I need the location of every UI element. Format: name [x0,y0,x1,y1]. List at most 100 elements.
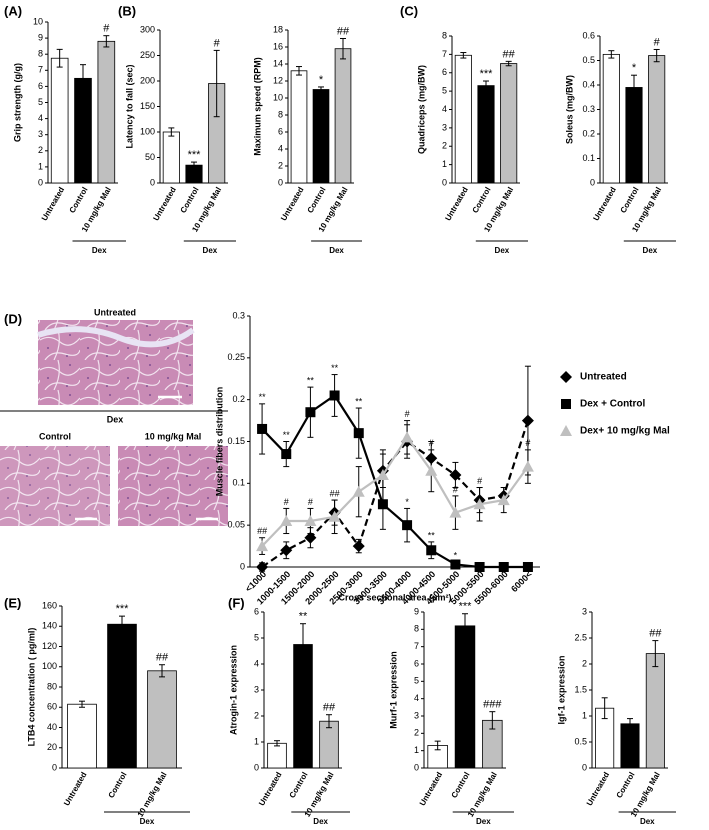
panel-label: (F) [228,595,245,610]
bar [147,670,177,769]
bar [290,70,308,184]
marker [280,544,293,557]
marker [402,520,413,531]
y-tick-label: 10 [273,92,283,102]
bar [648,55,666,184]
x-tick-label: Control [615,771,637,800]
legend-marker [560,371,572,383]
y-axis-label: Murf-1 expression [388,651,398,729]
significance: *** [459,601,473,613]
y-tick-label: 2 [38,145,43,155]
panel-label: (A) [4,3,22,18]
y-tick-label: 3 [582,606,587,616]
y-tick-label: 6 [254,606,259,616]
y-tick-label: 9 [38,32,43,42]
significance: # [429,438,434,448]
marker [425,464,438,476]
bar [267,742,287,769]
marker [281,449,292,460]
y-tick-label: 1.5 [574,684,587,694]
y-tick-label: 0.4 [582,79,595,89]
y-tick-label: 20 [47,742,57,752]
significance: ** [331,363,339,373]
y-tick-label: 1 [38,161,43,171]
bar [454,625,476,769]
y-tick-label: 0 [582,762,587,772]
bar [107,623,137,769]
significance: ### [483,699,502,711]
y-tick-label: 2 [254,710,259,720]
x-axis-label: Cross sectional area (μm²) [338,592,451,602]
y-tick-label: 1 [442,159,447,169]
y-tick-label: 6 [414,658,419,668]
marker [328,510,341,522]
y-tick-label: 160 [42,600,57,610]
significance: ** [307,375,315,385]
y-tick-label: 80 [47,681,57,691]
y-tick-label: 120 [42,641,57,651]
marker [426,545,437,556]
y-tick-label: 7 [414,641,419,651]
group-label: Dex [476,817,491,826]
y-tick-label: 50 [145,152,155,162]
legend-label: Untreated [580,372,627,383]
marker [497,494,510,506]
panel-label: (E) [4,595,21,610]
y-tick-label: 1 [414,745,419,755]
micrograph-label: Untreated [94,307,136,317]
significance: # [284,497,289,507]
group-label: Dex [640,817,655,826]
x-tick-label: 10 mg/kg Mal [136,771,169,819]
bar [500,63,518,184]
y-axis-label: Latency to fall (sec) [124,64,134,148]
y-axis-label: Grip strength (g/g) [12,63,22,142]
group-label: Dex [495,246,510,255]
marker [256,561,269,573]
micrograph-mal [118,446,228,526]
y-tick-label: 0 [150,177,155,187]
y-tick-label: 4 [254,658,259,668]
y-tick-label: 0 [240,561,245,571]
y-tick-label: 0.1 [232,478,245,488]
y-tick-label: 5 [442,86,447,96]
y-tick-label: 3 [414,710,419,720]
legend-label: Dex+ 10 mg/kg Mal [580,426,670,437]
y-tick-label: 9 [414,606,419,616]
x-tick-label: Untreated [585,770,612,807]
y-tick-label: 300 [140,24,155,34]
y-tick-label: 0.6 [582,30,595,40]
y-tick-label: 2 [278,160,283,170]
marker [449,468,462,481]
group-label: Dex [313,817,328,826]
x-tick-label: Control [179,186,201,215]
significance: ## [257,526,267,536]
y-tick-label: 6 [278,126,283,136]
bar [334,48,352,184]
y-tick-label: 0.3 [582,104,595,114]
x-tick-label: Control [68,186,90,215]
legend-marker [561,399,571,409]
bar [162,131,180,184]
x-tick-label: Untreated [418,770,445,807]
y-tick-label: 8 [278,109,283,119]
y-tick-label: 3 [38,129,43,139]
y-axis-label: Igf-1 expression [556,655,566,724]
bar [97,40,116,184]
y-tick-label: 0.2 [582,128,595,138]
significance: ** [355,396,363,406]
marker [450,559,461,570]
significance: ## [503,48,516,60]
y-tick-label: 0 [442,177,447,187]
y-tick-label: 2 [414,728,419,738]
significance: # [477,476,482,486]
significance: ** [259,392,267,402]
significance: ## [330,488,340,498]
y-tick-label: 100 [140,126,155,136]
y-tick-label: 0.05 [227,520,245,530]
y-tick-label: 14 [273,58,283,68]
bar [74,77,92,184]
y-tick-label: 5 [414,676,419,686]
y-tick-label: 100 [42,661,57,671]
y-tick-label: 250 [140,50,155,60]
significance: *** [116,603,130,615]
